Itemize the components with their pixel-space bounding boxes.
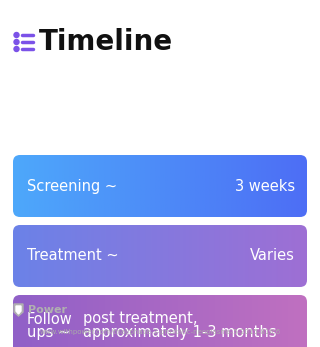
FancyBboxPatch shape xyxy=(13,155,307,217)
Text: Treatment ~: Treatment ~ xyxy=(27,248,119,263)
Text: 3 weeks: 3 weeks xyxy=(235,178,295,194)
Circle shape xyxy=(14,40,19,44)
Text: ups ~: ups ~ xyxy=(27,325,70,340)
Text: Timeline: Timeline xyxy=(39,28,173,56)
Text: post treatment,: post treatment, xyxy=(83,312,197,327)
Circle shape xyxy=(14,46,19,51)
Circle shape xyxy=(14,33,19,37)
Text: Power: Power xyxy=(28,305,67,315)
FancyBboxPatch shape xyxy=(13,225,307,287)
Text: Varies: Varies xyxy=(250,248,295,263)
FancyBboxPatch shape xyxy=(13,295,307,347)
Polygon shape xyxy=(14,304,23,316)
Text: Screening ~: Screening ~ xyxy=(27,178,117,194)
Text: approximately 1-3 months: approximately 1-3 months xyxy=(83,325,276,340)
Text: Follow: Follow xyxy=(27,312,73,327)
Polygon shape xyxy=(16,306,21,314)
Text: www.withpower.com/trial/phase-3-prostatic-neoplasms-5-2015-81fc6: www.withpower.com/trial/phase-3-prostati… xyxy=(39,329,281,335)
